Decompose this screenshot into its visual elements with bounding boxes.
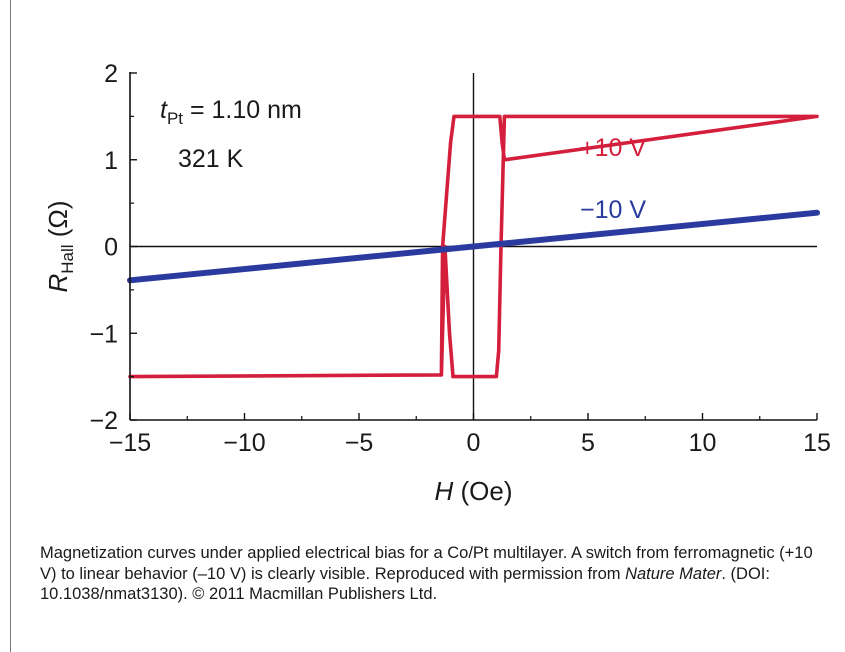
figure-frame: [10, 0, 844, 652]
x-axis-label: H (Oe): [434, 476, 512, 506]
series-layer: [127, 114, 820, 379]
y-axis-label: RHall (Ω): [43, 200, 77, 292]
x-tick-label: 0: [467, 429, 481, 457]
caption-text-1: Magnetization curves under applied elect…: [40, 544, 813, 583]
series-line-minus-10v: [127, 209, 820, 284]
thickness-value: = 1.10 nm: [183, 96, 302, 124]
y-tick-label: −1: [89, 320, 118, 348]
labels-layer: H (Oe) RHall (Ω) tPt = 1.10 nm 321 K +10 V −1…: [43, 96, 646, 506]
x-tick-label: 10: [689, 429, 717, 457]
y-axis-label-subscript: Hall: [58, 244, 77, 273]
y-tick-label: 1: [104, 147, 118, 175]
y-tick-label: 2: [104, 60, 118, 88]
thickness-symbol: t: [160, 96, 168, 124]
y-axis-label-unit: (Ω): [43, 200, 73, 244]
caption-text-2: . (DOI: 10.1038/nmat3130). © 2011 Macmil…: [40, 564, 770, 604]
series-label-minus-10v: −10 V: [580, 196, 646, 224]
x-axis-label-symbol: H: [434, 476, 453, 506]
series-line-plus-10v: [128, 114, 819, 379]
thickness-annotation: tPt = 1.10 nm: [160, 96, 302, 128]
x-axis-label-unit: (Oe): [453, 476, 512, 506]
figure-caption: Magnetization curves under applied elect…: [40, 543, 820, 605]
x-tick-label: −5: [345, 429, 374, 457]
y-tick-label: 0: [104, 234, 118, 262]
caption-journal: Nature Mater: [625, 564, 722, 583]
y-tick-label: −2: [89, 407, 118, 435]
thickness-subscript: Pt: [167, 109, 183, 128]
series-label-plus-10v: +10 V: [580, 134, 646, 162]
x-tick-label: −15: [109, 429, 151, 457]
x-tick-label: 15: [803, 429, 831, 457]
temperature-annotation: 321 K: [178, 145, 244, 173]
x-tick-label: 5: [581, 429, 595, 457]
y-axis-label-symbol: R: [43, 274, 73, 293]
x-tick-label: −10: [223, 429, 265, 457]
